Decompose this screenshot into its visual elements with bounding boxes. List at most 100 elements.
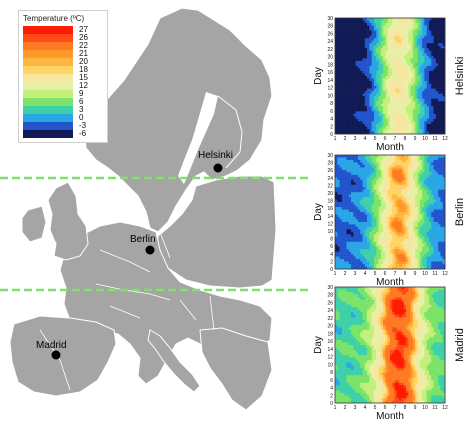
- contour-cell: [378, 28, 382, 31]
- contour-cell: [396, 126, 400, 130]
- contour-cell: [360, 164, 363, 168]
- contour-cell: [371, 101, 375, 105]
- contour-cell: [373, 45, 377, 49]
- contour-cell: [417, 35, 421, 39]
- contour-cell: [406, 86, 409, 89]
- contour-cell: [369, 98, 372, 102]
- contour-cell: [394, 297, 398, 300]
- contour-cell: [396, 83, 400, 87]
- contour-cell: [428, 241, 432, 245]
- contour-cell: [433, 234, 437, 238]
- contour-cell: [360, 202, 363, 205]
- contour-cell: [392, 179, 395, 183]
- contour-cell: [385, 45, 389, 49]
- contour-cell: [383, 76, 386, 79]
- contour-cell: [385, 299, 389, 303]
- contour-cell: [392, 251, 395, 255]
- contour-cell: [362, 256, 366, 260]
- contour-cell: [385, 91, 389, 94]
- contour-cell: [428, 231, 432, 235]
- contour-cell: [367, 236, 370, 240]
- contour-cell: [415, 116, 418, 120]
- contour-cell: [396, 169, 400, 173]
- contour-cell: [410, 292, 414, 295]
- contour-cell: [348, 111, 352, 115]
- contour-cell: [376, 207, 379, 210]
- contour-cell: [364, 292, 368, 295]
- contour-cell: [371, 249, 375, 252]
- contour-cell: [415, 126, 418, 130]
- contour-cell: [424, 93, 427, 97]
- contour-cell: [424, 78, 427, 82]
- contour-cell: [337, 207, 340, 210]
- contour-cell: [422, 224, 425, 228]
- contour-cell: [390, 96, 393, 99]
- contour-cell: [362, 60, 366, 64]
- contour-cell: [364, 101, 368, 105]
- contour-cell: [353, 189, 356, 193]
- contour-cell: [406, 88, 409, 92]
- contour-cell: [383, 239, 386, 243]
- contour-cell: [387, 214, 391, 218]
- contour-cell: [373, 78, 377, 82]
- contour-cell: [353, 251, 356, 255]
- contour-cell: [410, 45, 414, 49]
- contour-cell: [401, 174, 405, 178]
- contour-cell: [341, 106, 345, 110]
- contour-cell: [415, 256, 418, 260]
- contour-cell: [348, 18, 352, 21]
- contour-cell: [378, 297, 382, 300]
- contour-cell: [339, 83, 343, 87]
- contour-cell: [383, 259, 386, 262]
- contour-cell: [362, 189, 366, 193]
- contour-cell: [396, 214, 400, 218]
- contour-cell: [360, 111, 363, 115]
- contour-cell: [351, 266, 354, 270]
- contour-cell: [337, 199, 340, 203]
- contour-cell: [403, 302, 407, 305]
- contour-cell: [373, 116, 377, 120]
- contour-cell: [417, 73, 421, 77]
- contour-cell: [371, 111, 375, 115]
- contour-cell: [417, 98, 421, 102]
- y-tick-label: 30: [327, 16, 333, 22]
- contour-cell: [442, 212, 446, 215]
- contour-cell: [428, 214, 432, 218]
- contour-cell: [433, 55, 437, 59]
- contour-cell: [371, 177, 375, 181]
- contour-cell: [346, 157, 350, 161]
- contour-cell: [373, 202, 377, 205]
- contour-cell: [383, 101, 386, 105]
- contour-cell: [337, 236, 340, 240]
- y-tick-label: 24: [327, 39, 333, 45]
- contour-cell: [387, 172, 391, 176]
- contour-cell: [408, 123, 411, 127]
- contour-cell: [428, 239, 432, 243]
- contour-cell: [403, 246, 407, 250]
- contour-cell: [415, 33, 418, 36]
- contour-cell: [348, 116, 352, 120]
- contour-cell: [378, 231, 382, 235]
- contour-cell: [431, 249, 434, 252]
- contour-cell: [415, 199, 418, 203]
- legend-label: 0: [79, 113, 84, 122]
- contour-cell: [351, 35, 354, 39]
- contour-cell: [376, 113, 379, 117]
- contour-cell: [396, 98, 400, 102]
- contour-cell: [344, 216, 347, 220]
- contour-cell: [387, 167, 391, 171]
- contour-cell: [380, 20, 384, 24]
- contour-cell: [357, 73, 361, 77]
- contour-cell: [360, 70, 363, 74]
- contour-cell: [433, 169, 437, 173]
- contour-cell: [383, 113, 386, 117]
- contour-cell: [344, 28, 347, 31]
- contour-cell: [360, 53, 363, 57]
- contour-cell: [431, 169, 434, 173]
- contour-cell: [412, 231, 416, 235]
- great-britain-landmass: [47, 181, 89, 261]
- legend-swatch: [23, 34, 73, 42]
- contour-cell: [387, 212, 391, 215]
- contour-cell: [431, 116, 434, 120]
- contour-cell: [435, 287, 439, 290]
